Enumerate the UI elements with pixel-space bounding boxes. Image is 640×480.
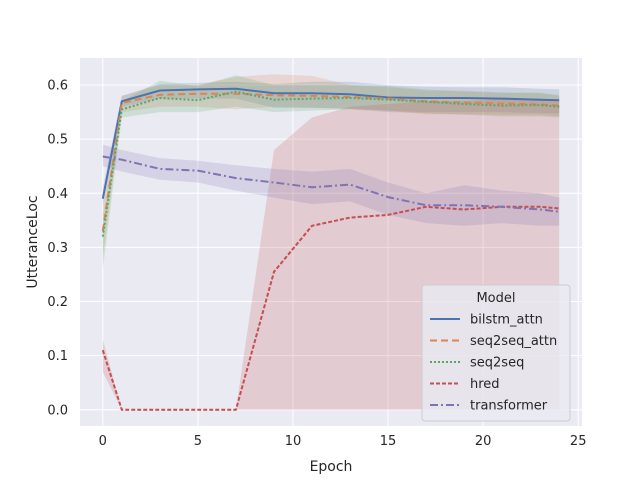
legend-item-hred: hred	[470, 377, 500, 392]
y-tick-label: 0.6	[47, 79, 68, 94]
legend: Model bilstm_attn seq2seq_attn seq2seq hred…	[421, 284, 571, 422]
y-tick-label: 0.5	[47, 133, 68, 148]
bilstm_attn-line	[101, 87, 560, 199]
y-tick-label: 0.1	[47, 349, 68, 364]
legend-item-seq2seq_attn: seq2seq_attn	[470, 334, 557, 349]
legend-item-bilstm_attn: bilstm_attn	[470, 313, 543, 328]
x-tick-label: 15	[380, 434, 397, 449]
tick-labels: 0 5 10 15 20 25 0.0 0.1 0.2 0.3 0.4 0.5 0.6	[47, 79, 586, 449]
x-tick-label: 10	[285, 434, 302, 449]
x-tick-label: 25	[570, 434, 587, 449]
legend-title: Model	[476, 291, 515, 306]
transformer-line	[102, 155, 560, 213]
y-tick-label: 0.0	[47, 403, 68, 418]
x-tick-label: 20	[475, 434, 492, 449]
legend-item-seq2seq: seq2seq	[470, 356, 524, 371]
x-tick-label: 5	[194, 434, 202, 449]
series-lines	[101, 87, 560, 411]
x-axis-label: Epoch	[310, 459, 353, 475]
y-tick-label: 0.4	[47, 187, 68, 202]
y-tick-label: 0.2	[47, 295, 68, 310]
y-tick-label: 0.3	[47, 241, 68, 256]
hred-line	[101, 205, 560, 411]
seq2seq_attn-confidence-band	[102, 74, 560, 259]
grid	[80, 58, 582, 426]
legend-item-transformer: transformer	[470, 399, 548, 414]
y-axis-label: UtteranceLoc	[25, 195, 41, 288]
x-tick-label: 0	[99, 434, 107, 449]
seq2seq-line	[101, 90, 560, 237]
